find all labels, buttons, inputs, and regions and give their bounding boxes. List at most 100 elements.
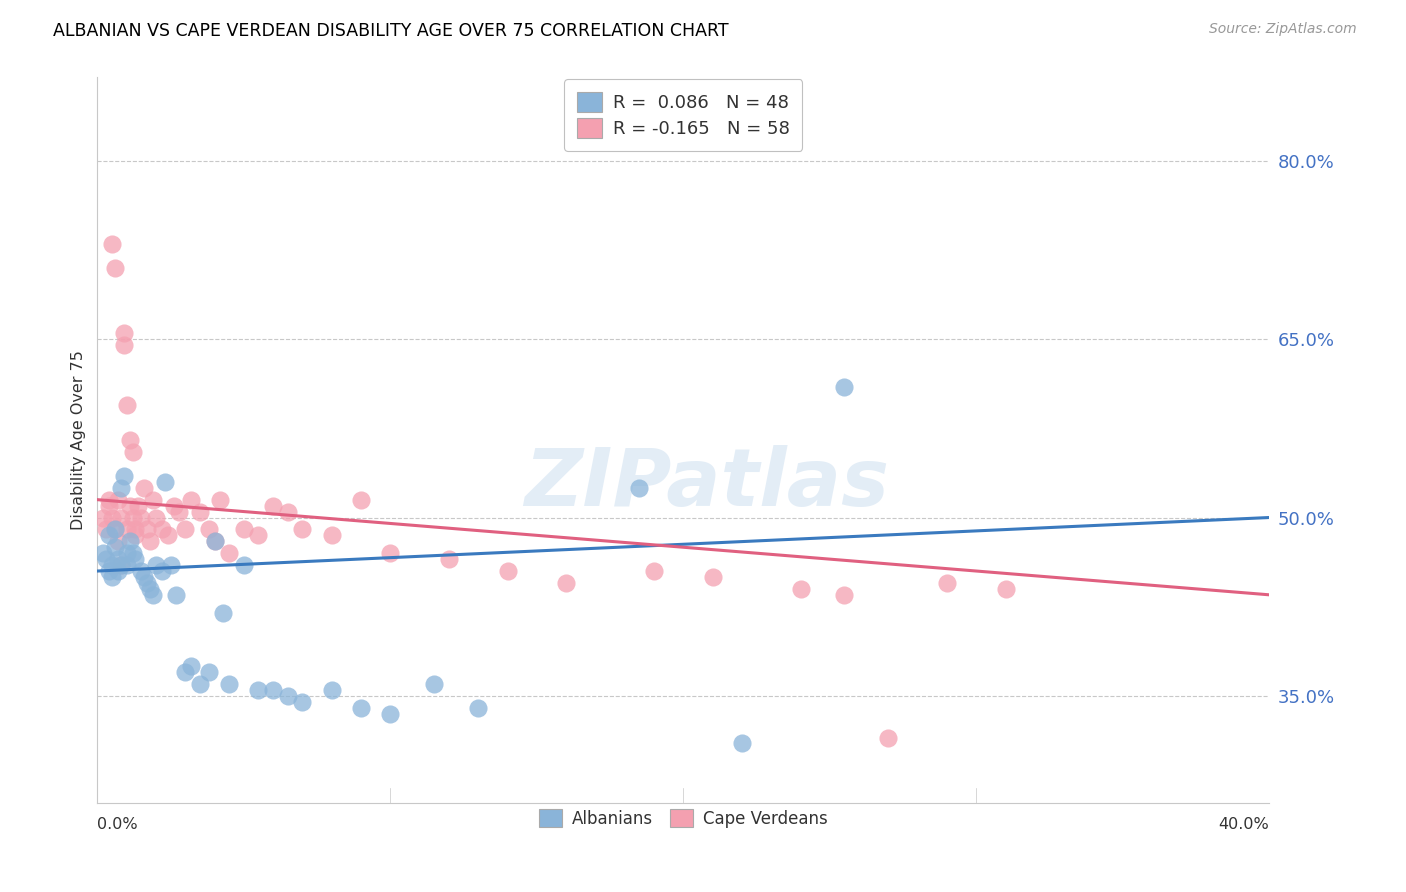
- Point: [162, 499, 184, 513]
- Point: [262, 683, 284, 698]
- Point: [134, 570, 156, 584]
- Point: [118, 534, 141, 549]
- Point: [124, 528, 146, 542]
- Point: [124, 552, 146, 566]
- Point: [118, 433, 141, 447]
- Point: [321, 683, 343, 698]
- Point: [115, 558, 138, 573]
- Text: ZIPatlas: ZIPatlas: [524, 445, 889, 523]
- Point: [139, 582, 162, 596]
- Point: [127, 499, 149, 513]
- Point: [291, 695, 314, 709]
- Point: [994, 582, 1017, 596]
- Point: [129, 510, 152, 524]
- Point: [104, 522, 127, 536]
- Point: [101, 510, 124, 524]
- Point: [98, 564, 121, 578]
- Point: [467, 701, 489, 715]
- Point: [115, 546, 138, 560]
- Point: [437, 552, 460, 566]
- Point: [936, 576, 959, 591]
- Point: [150, 564, 173, 578]
- Point: [643, 564, 665, 578]
- Point: [166, 588, 188, 602]
- Point: [188, 677, 211, 691]
- Point: [115, 522, 138, 536]
- Point: [145, 558, 167, 573]
- Point: [496, 564, 519, 578]
- Point: [101, 570, 124, 584]
- Point: [180, 659, 202, 673]
- Point: [789, 582, 811, 596]
- Point: [877, 731, 900, 745]
- Point: [110, 558, 132, 573]
- Point: [112, 326, 135, 340]
- Point: [232, 522, 254, 536]
- Point: [232, 558, 254, 573]
- Point: [291, 522, 314, 536]
- Legend: Albanians, Cape Verdeans: Albanians, Cape Verdeans: [531, 803, 835, 835]
- Point: [115, 397, 138, 411]
- Point: [121, 445, 143, 459]
- Text: 40.0%: 40.0%: [1219, 817, 1270, 832]
- Point: [204, 534, 226, 549]
- Point: [118, 499, 141, 513]
- Point: [380, 546, 402, 560]
- Point: [197, 665, 219, 680]
- Point: [145, 510, 167, 524]
- Text: Source: ZipAtlas.com: Source: ZipAtlas.com: [1209, 22, 1357, 37]
- Point: [159, 558, 181, 573]
- Point: [101, 236, 124, 251]
- Point: [110, 510, 132, 524]
- Point: [107, 552, 129, 566]
- Point: [121, 546, 143, 560]
- Point: [98, 499, 121, 513]
- Point: [150, 522, 173, 536]
- Point: [262, 499, 284, 513]
- Point: [104, 541, 127, 555]
- Point: [218, 546, 240, 560]
- Point: [112, 338, 135, 352]
- Point: [834, 379, 856, 393]
- Point: [107, 564, 129, 578]
- Point: [104, 260, 127, 275]
- Point: [180, 492, 202, 507]
- Point: [174, 522, 197, 536]
- Point: [121, 510, 143, 524]
- Point: [247, 683, 270, 698]
- Point: [188, 504, 211, 518]
- Point: [731, 737, 754, 751]
- Point: [94, 552, 117, 566]
- Point: [204, 534, 226, 549]
- Point: [834, 588, 856, 602]
- Point: [104, 522, 127, 536]
- Point: [156, 528, 179, 542]
- Point: [129, 564, 152, 578]
- Y-axis label: Disability Age Over 75: Disability Age Over 75: [72, 351, 86, 530]
- Point: [98, 528, 121, 542]
- Point: [136, 576, 159, 591]
- Point: [247, 528, 270, 542]
- Point: [212, 606, 235, 620]
- Point: [91, 546, 114, 560]
- Point: [277, 689, 299, 703]
- Point: [124, 522, 146, 536]
- Point: [277, 504, 299, 518]
- Point: [94, 522, 117, 536]
- Point: [153, 475, 176, 489]
- Point: [142, 588, 165, 602]
- Point: [380, 706, 402, 721]
- Point: [98, 492, 121, 507]
- Point: [350, 701, 373, 715]
- Point: [110, 558, 132, 573]
- Point: [218, 677, 240, 691]
- Point: [101, 558, 124, 573]
- Text: ALBANIAN VS CAPE VERDEAN DISABILITY AGE OVER 75 CORRELATION CHART: ALBANIAN VS CAPE VERDEAN DISABILITY AGE …: [53, 22, 730, 40]
- Point: [142, 492, 165, 507]
- Point: [350, 492, 373, 507]
- Point: [555, 576, 578, 591]
- Point: [174, 665, 197, 680]
- Point: [134, 481, 156, 495]
- Point: [209, 492, 232, 507]
- Point: [110, 481, 132, 495]
